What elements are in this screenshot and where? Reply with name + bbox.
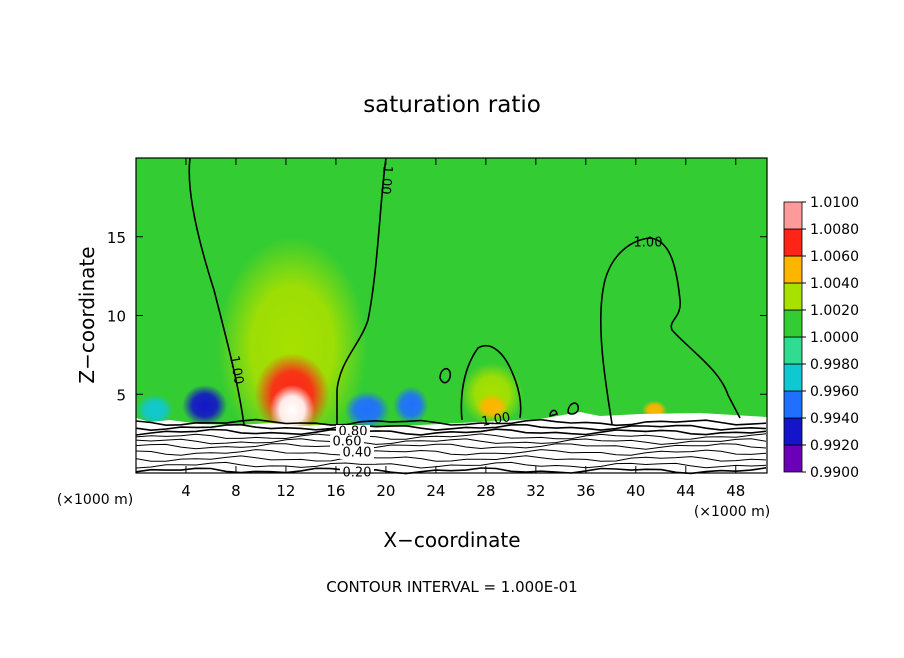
y-axis-label: Z−coordinate [75, 246, 99, 383]
x-tick-label: 8 [231, 482, 241, 500]
contour-line [135, 418, 767, 427]
colorbar-tick-label: 0.9920 [810, 438, 859, 454]
contour-line [599, 237, 741, 425]
contour-line [135, 433, 767, 440]
x-tick-label: 28 [476, 482, 495, 500]
x-tick-label: 36 [576, 482, 595, 500]
x-unit-label: (×1000 m) [694, 504, 770, 520]
field-feature [217, 236, 368, 458]
contour-line [135, 449, 767, 456]
field-feature [344, 391, 390, 429]
contour-label: 0.40 [343, 446, 372, 461]
field-feature [182, 384, 228, 426]
contour-line [135, 423, 767, 432]
contour-line [135, 455, 767, 462]
colorbar-band [783, 282, 803, 311]
x-tick-label: 4 [181, 482, 191, 500]
x-axis-label: X−coordinate [383, 528, 520, 552]
y-tick-label: 10 [107, 308, 126, 326]
colorbar-tick-label: 0.9900 [810, 465, 859, 481]
y-tick-label: 15 [107, 229, 126, 247]
x-tick-label: 32 [526, 482, 545, 500]
x-tick-label: 44 [676, 482, 695, 500]
x-tick-label: 48 [726, 482, 745, 500]
ground [136, 412, 767, 473]
colorbar-band [783, 255, 803, 284]
contour-line [439, 367, 452, 384]
colorbar-band [783, 390, 803, 419]
colorbar-band [783, 444, 803, 473]
colorbar-band [783, 363, 803, 392]
colorbar-band [783, 336, 803, 365]
contour-line [135, 443, 767, 450]
colorbar-tick-label: 0.9960 [810, 384, 859, 400]
contour-line [135, 438, 767, 445]
field-feature [136, 394, 174, 426]
contour-label: 1.00 [377, 165, 394, 195]
field-feature [393, 386, 429, 425]
contour-line [135, 428, 767, 436]
ground-mask [136, 412, 767, 473]
colorbar-tick-label: 1.0000 [810, 330, 859, 346]
contour-line [135, 461, 767, 469]
colorbar-tick-label: 1.0040 [810, 276, 859, 292]
contour-line [460, 345, 522, 421]
x-unit-label: (×1000 m) [57, 492, 133, 508]
footer: CONTOUR INTERVAL = 1.000E-01 [326, 578, 577, 596]
colorbar-tick-label: 1.0020 [810, 303, 859, 319]
contour-line [188, 157, 245, 426]
x-tick-label: 12 [276, 482, 295, 500]
contour-label-bg [330, 435, 364, 448]
contour-label-bg [340, 446, 374, 459]
colorbar-band [783, 201, 803, 230]
contour-line [567, 402, 580, 415]
y-tick-label: 5 [116, 386, 126, 404]
contour-label: 1.00 [480, 410, 511, 430]
contour-line [549, 409, 558, 418]
x-tick-label: 20 [376, 482, 395, 500]
contour-label: 0.60 [333, 435, 362, 450]
colorbar-band [783, 228, 803, 257]
colorbar-tick-label: 1.0080 [810, 222, 859, 238]
contour-label: 1.00 [226, 354, 246, 385]
x-tick-label: 16 [326, 482, 345, 500]
contour-line [336, 157, 387, 425]
colorbar-band [783, 417, 803, 446]
colorbar-band [783, 309, 803, 338]
chart-title: saturation ratio [363, 92, 541, 118]
colorbar-tick-label: 0.9940 [810, 411, 859, 427]
colorbar-tick-label: 1.0100 [810, 195, 859, 211]
contour-label: 1.00 [634, 236, 663, 251]
contour-label-bg [336, 425, 370, 438]
field-feature [475, 394, 509, 420]
colorbar-tick-label: 0.9980 [810, 357, 859, 373]
x-tick-label: 24 [426, 482, 445, 500]
x-tick-label: 40 [626, 482, 645, 500]
colorbar-tick-label: 1.0060 [810, 249, 859, 265]
